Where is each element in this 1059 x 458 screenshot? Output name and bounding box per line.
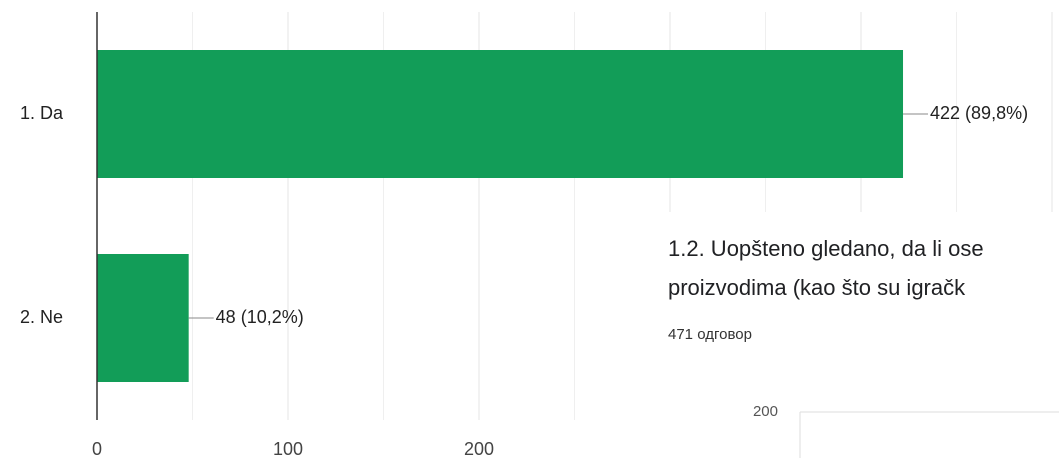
value-label: 48 (10,2%) bbox=[216, 307, 304, 327]
category-label: 1. Da bbox=[20, 103, 64, 123]
overlay-title: proizvodima (kao što su igračk bbox=[668, 275, 966, 300]
category-label: 2. Ne bbox=[20, 307, 63, 327]
x-tick-label: 200 bbox=[464, 439, 494, 458]
bar bbox=[97, 254, 189, 382]
x-tick-label: 100 bbox=[273, 439, 303, 458]
x-tick-label: 0 bbox=[92, 439, 102, 458]
overlay-title: 1.2. Uopšteno gledano, da li ose bbox=[668, 236, 984, 261]
overlay-responses: 471 одговор bbox=[668, 326, 752, 343]
bar bbox=[97, 50, 904, 178]
overlay-panel bbox=[650, 212, 1059, 458]
overlay-y-tick-label: 200 bbox=[753, 403, 778, 420]
value-label: 422 (89,8%) bbox=[930, 103, 1028, 123]
